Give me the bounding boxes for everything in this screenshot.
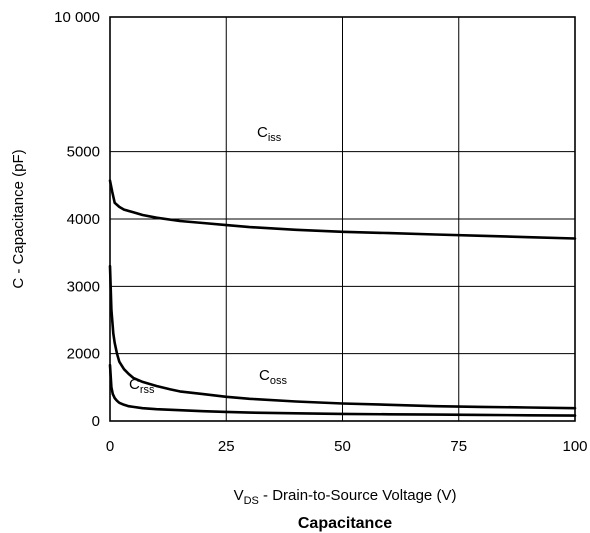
x-tick-label: 100 — [562, 438, 587, 455]
series-label-rss: Crss — [129, 376, 155, 396]
y-tick-label: 3000 — [67, 278, 100, 295]
x-axis-title-rest: - Drain-to-Source Voltage (V) — [259, 487, 457, 504]
grid-lines — [110, 17, 575, 421]
series-label-subscript: oss — [270, 375, 288, 387]
y-tick-label: 0 — [92, 413, 100, 430]
series-line-iss — [108, 179, 577, 240]
y-tick-label: 5000 — [67, 144, 100, 161]
x-tick-label: 25 — [218, 438, 235, 455]
y-tick-labels: 0 2000 3000 4000 5000 10 000 — [54, 9, 100, 430]
series-line-rss — [108, 363, 577, 417]
plot-frame — [109, 16, 576, 422]
series-label-iss: Ciss — [257, 124, 282, 144]
series-curves — [108, 179, 577, 417]
chart-title: Capacitance — [298, 515, 392, 532]
x-tick-label: 50 — [334, 438, 351, 455]
y-axis-title: C - Capacitance (pF) — [10, 149, 27, 288]
series-label-base: C — [257, 124, 268, 141]
y-tick-label: 2000 — [67, 346, 100, 363]
x-tick-label: 0 — [106, 438, 114, 455]
series-label-oss: Coss — [259, 367, 287, 387]
y-tick-label: 4000 — [67, 211, 100, 228]
x-axis-title-subscript: DS — [244, 495, 259, 507]
x-axis-title-prefix: V — [234, 487, 244, 504]
series-line-oss — [108, 264, 577, 410]
series-label-base: C — [129, 376, 140, 393]
x-axis-title: VDS - Drain-to-Source Voltage (V) — [234, 487, 457, 507]
series-label-subscript: rss — [140, 384, 155, 396]
y-tick-label: 10 000 — [54, 9, 100, 26]
x-tick-label: 75 — [450, 438, 467, 455]
series-label-subscript: iss — [268, 132, 282, 144]
series-label-base: C — [259, 367, 270, 384]
x-tick-labels: 0 25 50 75 100 — [106, 438, 588, 455]
